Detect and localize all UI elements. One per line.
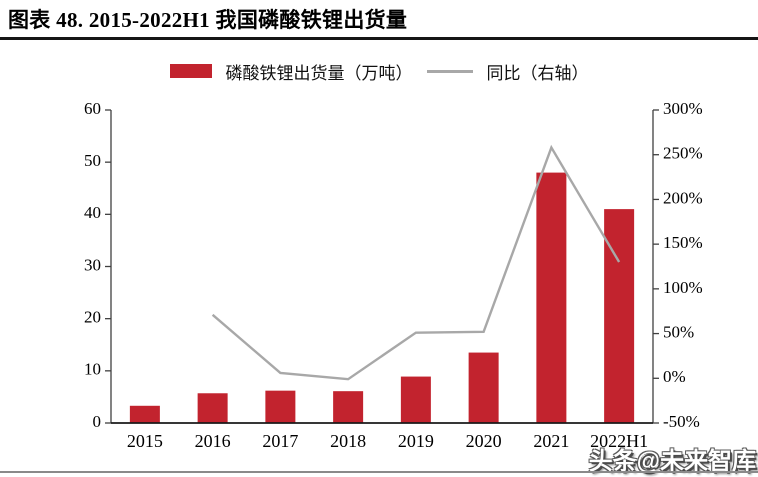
right-axis-tick-label: 200% — [663, 188, 703, 207]
bar-2017 — [265, 390, 296, 423]
left-axis-tick-label: 60 — [84, 99, 101, 118]
x-axis-label-2017: 2017 — [262, 431, 298, 451]
figure-title: 图表 48. 2015-2022H1 我国磷酸铁锂出货量 — [8, 8, 408, 32]
right-axis-tick-label: 100% — [663, 278, 703, 297]
toutiao-watermark: 头条@未来智库 — [588, 448, 756, 475]
x-axis-label-2015: 2015 — [127, 431, 163, 451]
bar-2022H1 — [604, 209, 635, 423]
bar-2019 — [400, 376, 431, 423]
left-axis-tick-label: 30 — [84, 255, 101, 274]
bottom-divider — [0, 471, 758, 473]
legend-line-label: 同比（右轴） — [486, 63, 589, 83]
right-axis-tick-label: 50% — [663, 322, 694, 341]
left-axis-tick-label: 10 — [84, 360, 101, 379]
x-axis-label-2016: 2016 — [195, 431, 231, 451]
bar-2020 — [468, 352, 499, 423]
legend-bar-label: 磷酸铁锂出货量（万吨） — [225, 63, 413, 83]
left-axis-tick-label: 40 — [84, 203, 101, 222]
title-underline — [0, 37, 758, 40]
chart-legend: 磷酸铁锂出货量（万吨） 同比（右轴） — [0, 58, 758, 84]
legend-line-swatch-icon — [426, 69, 473, 73]
right-axis-tick-label: 300% — [663, 99, 703, 118]
bar-2016 — [197, 393, 228, 423]
x-axis-label-2019: 2019 — [398, 431, 434, 451]
right-axis-tick-label: 150% — [663, 233, 703, 252]
left-axis-tick-label: 50 — [84, 151, 101, 170]
bar-2015 — [129, 405, 160, 423]
left-axis-tick-label: 20 — [84, 308, 101, 327]
legend-bar-swatch-icon — [169, 64, 212, 78]
right-axis-tick-label: -50% — [663, 412, 700, 431]
x-axis-label-2022H1: 2022H1 — [590, 431, 648, 451]
x-axis-label-2020: 2020 — [466, 431, 502, 451]
x-axis-label-2021: 2021 — [533, 431, 569, 451]
left-axis-tick-label: 0 — [93, 412, 102, 431]
right-axis-tick-label: 0% — [663, 367, 686, 386]
yoy-line — [211, 144, 621, 381]
right-axis-tick-label: 250% — [663, 144, 703, 163]
chart-canvas: 0 10 20 30 40 50 60 -50% 0% 50% 100% 150% 200% 250% 30… — [84, 99, 703, 451]
x-axis-label-2018: 2018 — [330, 431, 366, 451]
bar-2018 — [333, 391, 364, 423]
bar-2021 — [536, 172, 567, 423]
